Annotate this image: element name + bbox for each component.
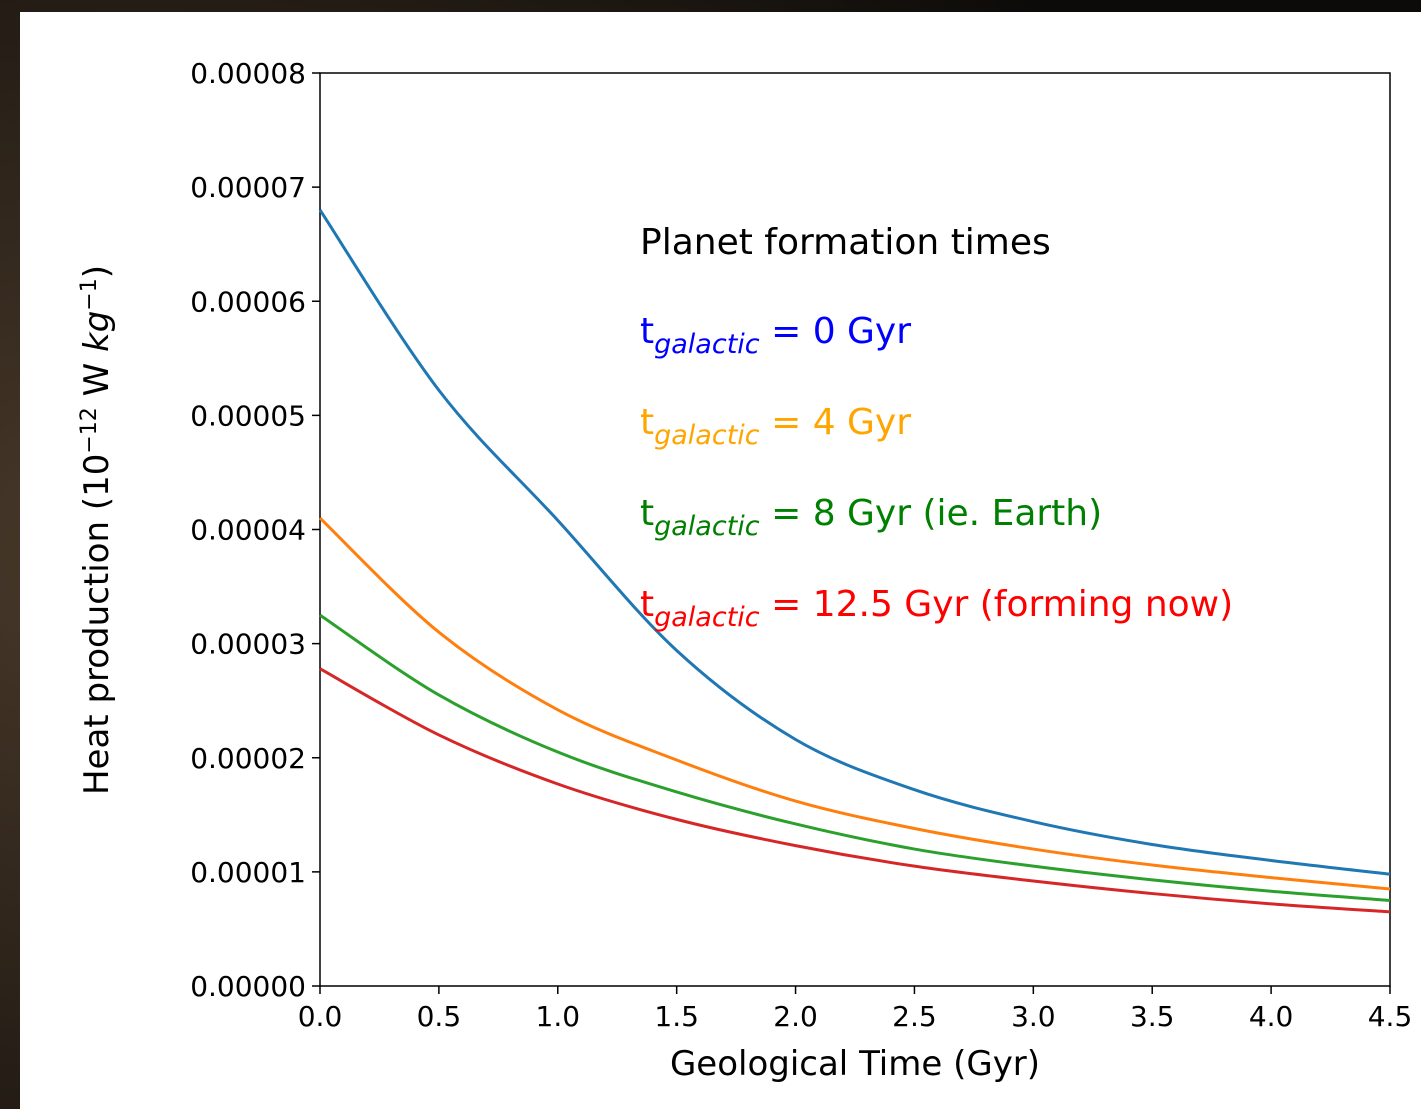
figure-panel [20,12,1421,1109]
y-axis-label-part: W [77,352,117,407]
x-tick-label: 1.5 [654,1000,699,1033]
x-tick-label: 2.0 [773,1000,818,1033]
series-line [318,209,1391,876]
y-tick-label: 0.00005 [190,399,306,432]
x-tick-label: 1.0 [536,1000,581,1033]
y-tick-label: 0.00001 [190,856,306,889]
y-tick-label: 0.00008 [190,57,306,90]
legend-entry-part: galactic [654,602,760,633]
y-axis-label-part: −12 [77,407,102,453]
x-tick-label: 3.5 [1130,1000,1175,1033]
y-tick-label: 0.00004 [190,514,306,547]
y-tick-label: 0.00007 [190,171,306,204]
series-line [319,667,1391,914]
legend-entry: tgalactic = 0 Gyr [640,311,911,360]
legend-entry-part: t [640,402,654,443]
y-axis-label-part: ) [77,265,117,278]
legend-title: Planet formation times [640,222,1051,263]
legend-entry-part: = 12.5 Gyr (forming now) [760,584,1234,625]
legend-entry-part: galactic [654,511,760,542]
y-axis-label-part: kg [77,311,117,352]
y-axis-label-part: −1 [77,278,102,310]
series-line [318,517,1391,891]
y-tick-label: 0.00003 [190,628,306,661]
x-tick-label: 4.5 [1368,1000,1413,1033]
x-tick-label: 0.5 [417,1000,462,1033]
legend-entry-part: galactic [654,420,760,451]
series-line [319,613,1391,902]
legend-entry: tgalactic = 8 Gyr (ie. Earth) [640,493,1102,542]
y-axis-label: Heat production (10−12 W kg−1) [77,265,118,795]
y-tick-label: 0.00002 [190,742,306,775]
y-tick-label: 0.00006 [190,285,306,318]
y-axis-label-part: Heat production (10 [77,454,117,795]
legend-entry: tgalactic = 4 Gyr [640,402,911,451]
legend-entry-part: t [640,584,654,625]
legend-entry-part: = 0 Gyr [760,311,912,352]
x-tick-label: 2.5 [892,1000,937,1033]
y-tick-label: 0.00000 [190,970,306,1003]
legend-entry-part: t [640,311,654,352]
legend-entry-part: galactic [654,329,760,360]
x-tick-label: 4.0 [1249,1000,1294,1033]
legend-entry-part: = 8 Gyr (ie. Earth) [760,493,1103,534]
x-tick-label: 0.0 [298,1000,343,1033]
x-tick-label: 3.0 [1011,1000,1056,1033]
legend-entry-part: t [640,493,654,534]
legend-entry-part: = 4 Gyr [760,402,912,443]
x-axis-label: Geological Time (Gyr) [670,1044,1040,1084]
legend-entry: tgalactic = 12.5 Gyr (forming now) [640,584,1233,633]
